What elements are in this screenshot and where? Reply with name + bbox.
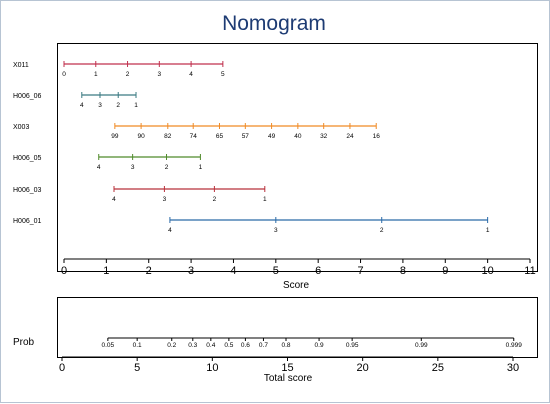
prob-tick-label: 0.4	[206, 342, 215, 349]
variable-tick-label: 90	[137, 133, 145, 140]
score-axis-tick-label: 6	[315, 265, 321, 277]
prob-tick-label: 0.05	[102, 342, 115, 349]
score-axis-tick-label: 9	[442, 265, 448, 277]
variable-tick-label: 3	[274, 227, 278, 234]
variable-tick-label: 3	[163, 196, 167, 203]
prob-tick-label: 0.95	[346, 342, 359, 349]
score-axis-tick-label: 1	[103, 265, 109, 277]
variable-tick-label: 2	[126, 71, 130, 78]
variable-tick-label: 16	[373, 133, 381, 140]
total-axis-tick-label: 10	[206, 362, 218, 374]
variable-tick-label: 3	[158, 71, 162, 78]
variable-label: H006_01	[13, 218, 42, 225]
variable-tick-label: 4	[168, 227, 172, 234]
variable-tick-label: 1	[94, 71, 98, 78]
variable-tick-label: 24	[346, 133, 354, 140]
variable-label: H006_03	[13, 187, 42, 194]
variable-tick-label: 1	[199, 164, 203, 171]
total-axis-tick-label: 20	[357, 362, 369, 374]
chart-title: Nomogram	[222, 12, 326, 35]
variable-label: X003	[13, 124, 29, 131]
prob-tick-label: 0.8	[281, 342, 290, 349]
variable-tick-label: 4	[189, 71, 193, 78]
score-axis: 0 1 2 3 4 5 6 7 8 9 10 11	[61, 258, 536, 277]
prob-label: Prob	[13, 337, 35, 348]
variable-tick-label: 4	[112, 196, 116, 203]
total-score-axis: 0 5 10 15 20 25 30	[59, 356, 519, 374]
variable-tick-label: 1	[263, 196, 267, 203]
variable-tick-label: 4	[97, 164, 101, 171]
score-axis-title: Score	[283, 280, 310, 291]
prob-tick-label: 0.99	[415, 342, 428, 349]
variable-tick-label: 1	[486, 227, 490, 234]
variable-row-h006_06: H006_06 4 3 2 1	[13, 92, 138, 109]
variable-label: H006_05	[13, 155, 42, 162]
variable-tick-label: 57	[242, 133, 250, 140]
variable-tick-label: 32	[320, 133, 328, 140]
variable-row-h006_01: H006_01 4 3 2 1	[13, 217, 490, 234]
variable-row-x003: X003 99 90 82 74 65 57 49 40 32 24 16	[13, 123, 380, 140]
variable-tick-label: 99	[111, 133, 119, 140]
total-axis-tick-label: 25	[432, 362, 444, 374]
total-axis-tick-label: 0	[59, 362, 65, 374]
variable-tick-label: 3	[131, 164, 135, 171]
score-axis-tick-label: 4	[230, 265, 236, 277]
score-axis-tick-label: 11	[524, 265, 535, 277]
total-axis-tick-label: 15	[281, 362, 293, 374]
bottom-plot-border	[57, 297, 538, 358]
variable-tick-label: 2	[165, 164, 169, 171]
variable-row-x011: X011 0 1 2 3 4 5	[13, 61, 225, 78]
prob-tick-label: 0.7	[259, 342, 268, 349]
variable-tick-label: 1	[134, 102, 138, 109]
variable-tick-label: 40	[294, 133, 302, 140]
variable-tick-label: 2	[213, 196, 217, 203]
variable-label: X011	[13, 62, 29, 69]
total-axis-tick-label: 30	[507, 362, 519, 374]
variable-tick-label: 5	[221, 71, 225, 78]
prob-tick-label: 0.6	[241, 342, 250, 349]
variable-tick-label: 0	[62, 71, 66, 78]
score-axis-tick-label: 2	[146, 265, 152, 277]
variable-tick-label: 49	[268, 133, 276, 140]
total-axis-tick-label: 5	[134, 362, 140, 374]
prob-tick-label: 0.2	[167, 342, 176, 349]
variable-tick-label: 82	[164, 133, 172, 140]
score-axis-tick-label: 8	[400, 265, 406, 277]
prob-tick-label: 0.3	[188, 342, 197, 349]
score-axis-tick-label: 10	[482, 265, 494, 277]
variable-tick-label: 2	[380, 227, 384, 234]
score-axis-tick-label: 5	[273, 265, 279, 277]
probability-scale: 0.05 0.1 0.2 0.3 0.4 0.5 0.6 0.7 0.8 0.9 0.95 0.99 0…	[102, 337, 523, 349]
top-plot-border	[57, 43, 538, 272]
variable-label: H006_06	[13, 93, 42, 100]
score-axis-tick-label: 3	[188, 265, 194, 277]
variable-tick-label: 3	[98, 102, 102, 109]
variable-tick-label: 74	[190, 133, 198, 140]
total-axis-title: Total score	[264, 373, 313, 384]
variable-row-h006_03: H006_03 4 3 2 1	[13, 186, 267, 203]
variable-tick-label: 2	[116, 102, 120, 109]
prob-tick-label: 0.5	[224, 342, 233, 349]
variable-row-h006_05: H006_05 4 3 2 1	[13, 154, 203, 171]
prob-tick-label: 0.9	[315, 342, 324, 349]
variable-tick-label: 65	[216, 133, 224, 140]
score-axis-tick-label: 0	[61, 265, 67, 277]
prob-tick-label: 0.999	[506, 342, 523, 349]
score-axis-tick-label: 7	[357, 265, 363, 277]
variable-tick-label: 4	[80, 102, 84, 109]
prob-tick-label: 0.1	[133, 342, 142, 349]
